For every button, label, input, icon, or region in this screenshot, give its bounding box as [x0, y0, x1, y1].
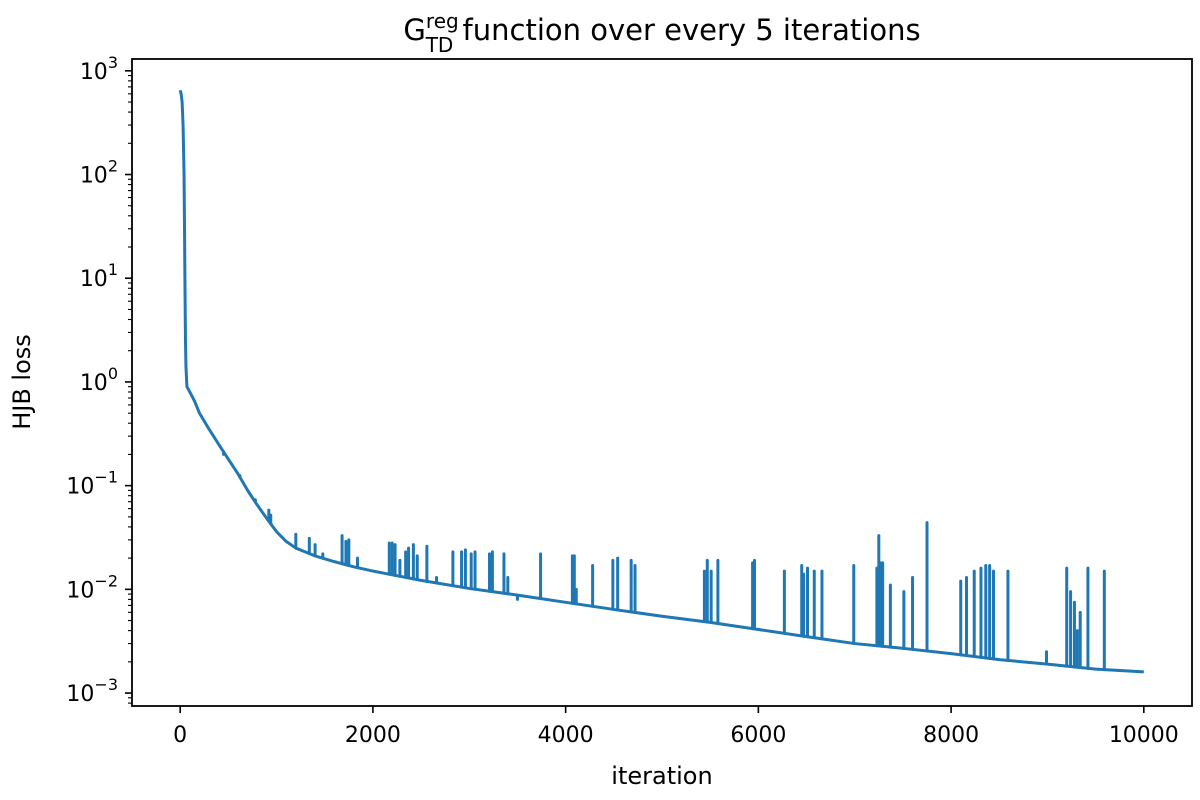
x-tick-label-3: 6000: [730, 723, 786, 748]
plot-frame: [131, 58, 1193, 707]
title-rest: function over every 5 iterations: [453, 13, 920, 47]
title-base: G: [403, 13, 425, 47]
y-tick-label-4: 101: [80, 260, 118, 292]
y-tick-label-2: 10−1: [66, 468, 118, 500]
x-tick-label-0: 0: [173, 723, 187, 748]
x-tick-label-1: 2000: [345, 723, 401, 748]
x-tick-label-4: 8000: [923, 723, 979, 748]
title-subscript: TD: [425, 33, 454, 57]
x-tick-label-5: 10000: [1109, 723, 1179, 748]
y-tick-label-5: 102: [80, 157, 118, 189]
y-tick-label-6: 103: [80, 53, 118, 85]
y-tick-label-1: 10−2: [66, 571, 118, 603]
x-tick-label-2: 4000: [538, 723, 594, 748]
title-superscript: reg: [426, 9, 459, 33]
y-axis-label: HJB loss: [8, 334, 36, 430]
x-axis-label: iteration: [611, 762, 712, 790]
chart-title: Greg TD function over every 5 iterations: [403, 9, 920, 57]
y-tick-label-3: 100: [80, 364, 118, 396]
y-tick-label-0: 10−3: [66, 675, 118, 707]
